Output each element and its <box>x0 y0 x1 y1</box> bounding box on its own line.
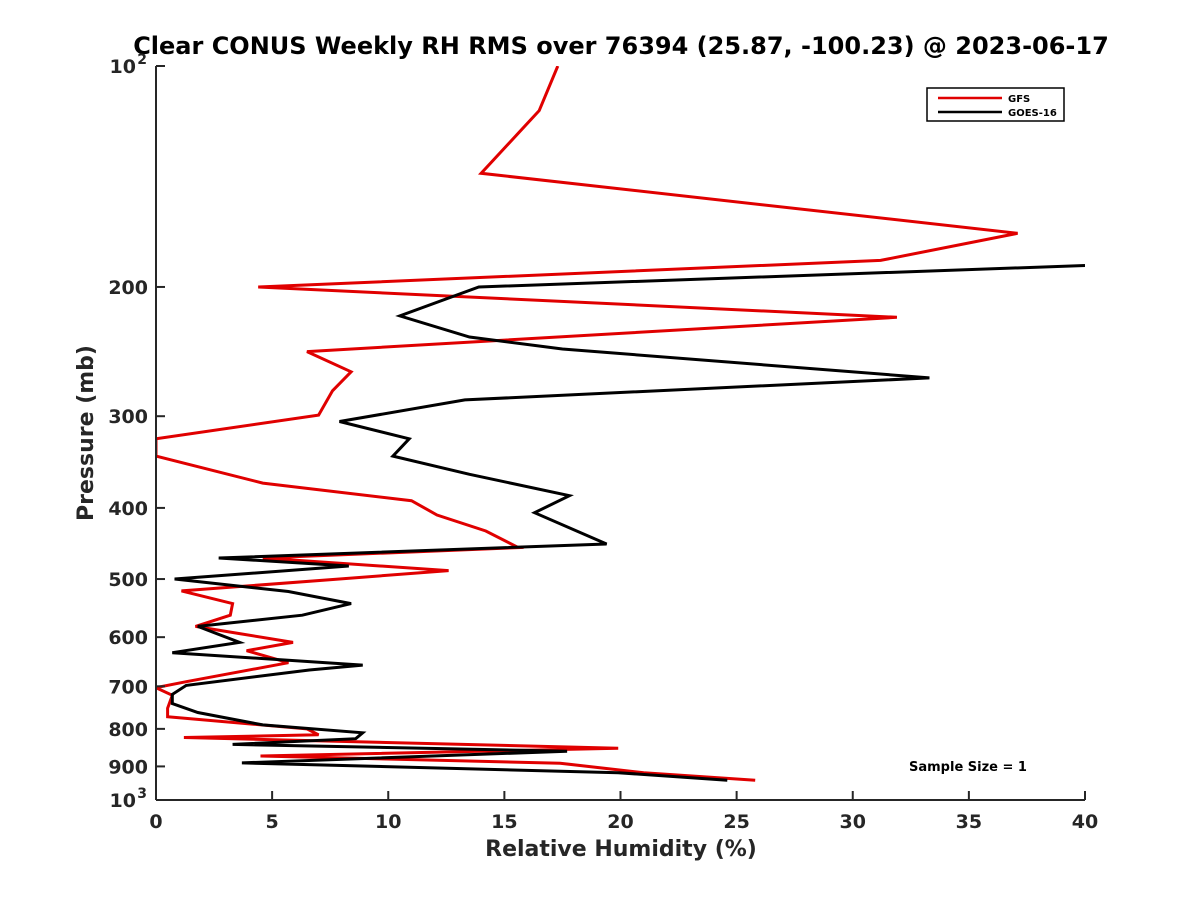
plot-series <box>156 66 1085 782</box>
y-tick-label: 500 <box>108 569 148 591</box>
y-tick-label: 10 <box>110 790 136 812</box>
y-tick-exponent: 2 <box>137 52 147 68</box>
legend-label-goes-16: GOES-16 <box>1008 108 1057 119</box>
legend: GFS GOES-16 <box>926 87 1065 122</box>
x-tick-label: 25 <box>723 811 749 833</box>
x-tick-label: 15 <box>491 811 517 833</box>
sample-size-annotation: Sample Size = 1 <box>909 760 1027 775</box>
y-tick-label: 800 <box>108 719 148 741</box>
y-tick-label: 300 <box>108 406 148 428</box>
y-tick-label: 900 <box>108 756 148 778</box>
y-tick-label: 400 <box>108 498 148 520</box>
chart-title: Clear CONUS Weekly RH RMS over 76394 (25… <box>133 32 1109 60</box>
y-tick-label: 600 <box>108 627 148 649</box>
y-axis-label: Pressure (mb) <box>74 345 99 521</box>
x-tick-label: 35 <box>956 811 982 833</box>
y-tick-label: 200 <box>108 277 148 299</box>
x-tick-label: 30 <box>840 811 866 833</box>
x-tick-label: 20 <box>607 811 633 833</box>
series-line-goes-16 <box>170 264 1085 782</box>
legend-label-gfs: GFS <box>1008 94 1030 105</box>
x-tick-label: 5 <box>266 811 279 833</box>
x-tick-label: 0 <box>149 811 162 833</box>
y-tick-label: 700 <box>108 676 148 698</box>
x-tick-label: 40 <box>1072 811 1098 833</box>
x-tick-label: 10 <box>375 811 401 833</box>
y-tick-label: 10 <box>110 56 136 78</box>
x-axis-label: Relative Humidity (%) <box>485 837 757 862</box>
y-tick-exponent: 3 <box>137 786 147 802</box>
legend-box <box>926 87 1065 122</box>
